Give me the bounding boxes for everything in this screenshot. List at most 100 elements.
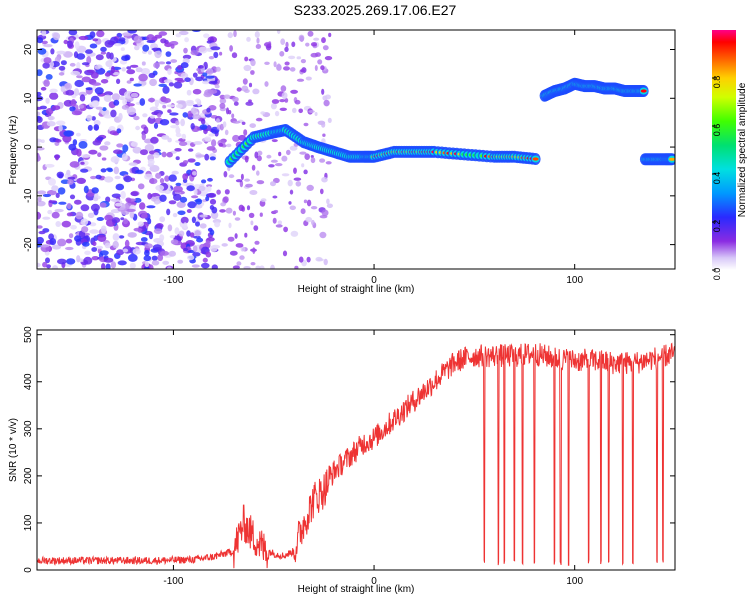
- noise-speckle: [232, 210, 236, 216]
- noise-speckle: [164, 175, 170, 182]
- noise-speckle: [144, 249, 150, 257]
- noise-speckle: [44, 163, 55, 168]
- noise-speckle: [189, 232, 195, 238]
- noise-speckle: [86, 69, 96, 74]
- noise-speckle: [100, 225, 107, 234]
- noise-speckle: [270, 181, 276, 187]
- noise-speckle: [194, 230, 201, 237]
- noise-speckle: [162, 104, 167, 109]
- snr-y-label: SNR (10 * v/v): [8, 418, 19, 482]
- noise-speckle: [111, 217, 121, 224]
- noise-speckle: [260, 111, 266, 115]
- noise-speckle: [45, 97, 50, 104]
- noise-speckle: [80, 161, 85, 165]
- noise-speckle: [279, 107, 287, 112]
- noise-speckle: [284, 61, 290, 66]
- noise-speckle: [68, 30, 78, 36]
- noise-speckle: [253, 225, 259, 232]
- noise-speckle: [283, 226, 288, 233]
- noise-speckle: [170, 43, 175, 49]
- noise-speckle: [170, 59, 178, 63]
- noise-speckle: [281, 155, 288, 162]
- y-tick-label: 0: [23, 567, 34, 573]
- noise-speckle: [126, 69, 136, 75]
- noise-speckle: [65, 246, 74, 251]
- noise-speckle: [47, 209, 53, 215]
- noise-speckle: [159, 194, 167, 202]
- noise-speckle: [51, 211, 60, 219]
- noise-speckle: [97, 234, 107, 242]
- noise-speckle: [149, 106, 159, 112]
- noise-speckle: [130, 92, 139, 98]
- noise-speckle: [74, 41, 80, 50]
- noise-speckle: [49, 92, 59, 100]
- spectrogram-frame: [36, 29, 676, 270]
- noise-speckle: [144, 243, 153, 249]
- noise-speckle: [321, 176, 328, 183]
- noise-speckle: [220, 202, 227, 207]
- noise-speckle: [140, 81, 147, 86]
- noise-speckle: [48, 178, 56, 186]
- noise-speckle: [171, 170, 179, 175]
- noise-speckle: [183, 47, 188, 54]
- noise-speckle: [199, 214, 208, 218]
- noise-speckle: [89, 31, 96, 39]
- noise-speckle: [236, 261, 242, 266]
- noise-speckle: [173, 185, 183, 193]
- noise-speckle: [116, 78, 121, 85]
- noise-speckle: [55, 139, 62, 143]
- noise-speckle: [37, 153, 40, 162]
- noise-speckle: [158, 83, 167, 87]
- noise-speckle: [105, 60, 113, 68]
- noise-speckle: [159, 234, 165, 242]
- noise-speckle: [135, 125, 141, 131]
- noise-speckle: [178, 141, 188, 146]
- snr-marks: [37, 342, 675, 569]
- noise-speckle: [61, 220, 71, 228]
- noise-speckle: [182, 173, 189, 181]
- noise-speckle: [231, 113, 235, 119]
- noise-speckle: [110, 109, 117, 118]
- noise-speckle: [320, 65, 325, 71]
- noise-speckle: [162, 260, 170, 265]
- noise-speckle: [153, 62, 161, 69]
- noise-speckle: [104, 40, 114, 48]
- noise-speckle: [109, 130, 118, 135]
- noise-speckle: [170, 239, 179, 245]
- noise-speckle: [321, 88, 325, 95]
- noise-speckle: [292, 107, 297, 114]
- y-tick-label: 100: [23, 514, 34, 531]
- noise-speckle: [121, 104, 129, 110]
- noise-speckle: [74, 199, 82, 205]
- noise-speckle: [74, 235, 82, 242]
- noise-speckle: [327, 117, 332, 123]
- noise-speckle: [120, 217, 125, 221]
- noise-speckle: [165, 51, 172, 57]
- noise-speckle: [92, 38, 99, 42]
- noise-speckle: [122, 144, 129, 153]
- noise-speckle: [168, 82, 174, 87]
- noise-speckle: [129, 210, 135, 219]
- x-tick-label: 100: [566, 275, 583, 286]
- noise-speckle: [93, 197, 99, 202]
- noise-speckle: [142, 113, 148, 118]
- noise-speckle: [113, 99, 120, 106]
- noise-speckle: [166, 151, 173, 158]
- noise-speckle: [232, 134, 240, 142]
- noise-speckle: [321, 37, 326, 44]
- noise-speckle: [96, 136, 104, 141]
- noise-speckle: [317, 59, 323, 65]
- noise-speckle: [173, 193, 182, 201]
- noise-speckle: [202, 72, 208, 77]
- noise-speckle: [91, 187, 99, 194]
- noise-speckle: [99, 145, 109, 151]
- noise-speckle: [153, 152, 160, 159]
- noise-speckle: [81, 76, 92, 83]
- noise-speckle: [134, 45, 140, 51]
- y-tick-label: 0: [23, 144, 34, 150]
- noise-speckle: [324, 56, 333, 61]
- noise-speckle: [245, 183, 253, 188]
- noise-speckle: [37, 190, 47, 195]
- noise-speckle: [78, 35, 89, 41]
- noise-speckle: [170, 125, 180, 129]
